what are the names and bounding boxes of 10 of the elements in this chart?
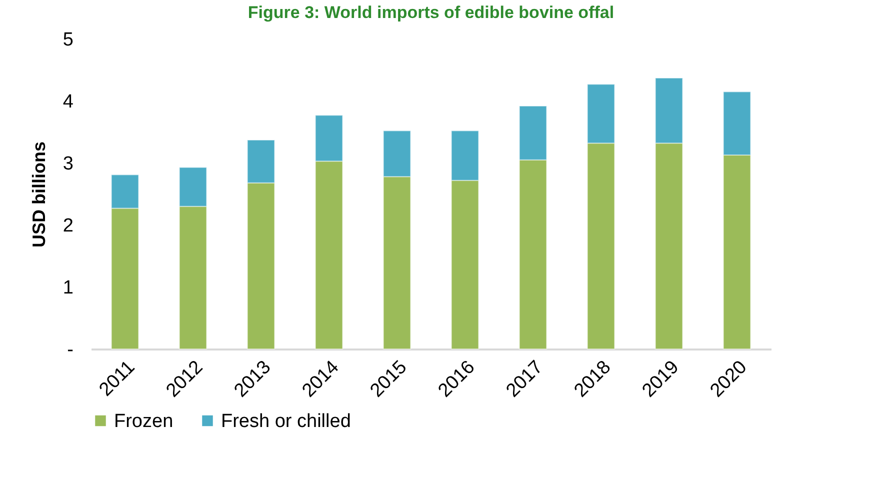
- y-axis-title: USD billions: [28, 141, 49, 248]
- y-tick-label: -: [67, 340, 74, 360]
- chart-title: Figure 3: World imports of edible bovine offal: [248, 3, 614, 22]
- legend-label: Fresh or chilled: [221, 410, 351, 432]
- y-tick-label: 5: [62, 30, 74, 50]
- legend-label: Frozen: [114, 410, 174, 432]
- y-tick-label: 1: [62, 278, 74, 298]
- y-tick-label: 2: [62, 216, 74, 236]
- y-tick-label: 4: [62, 92, 74, 112]
- y-tick-label: 3: [62, 154, 74, 174]
